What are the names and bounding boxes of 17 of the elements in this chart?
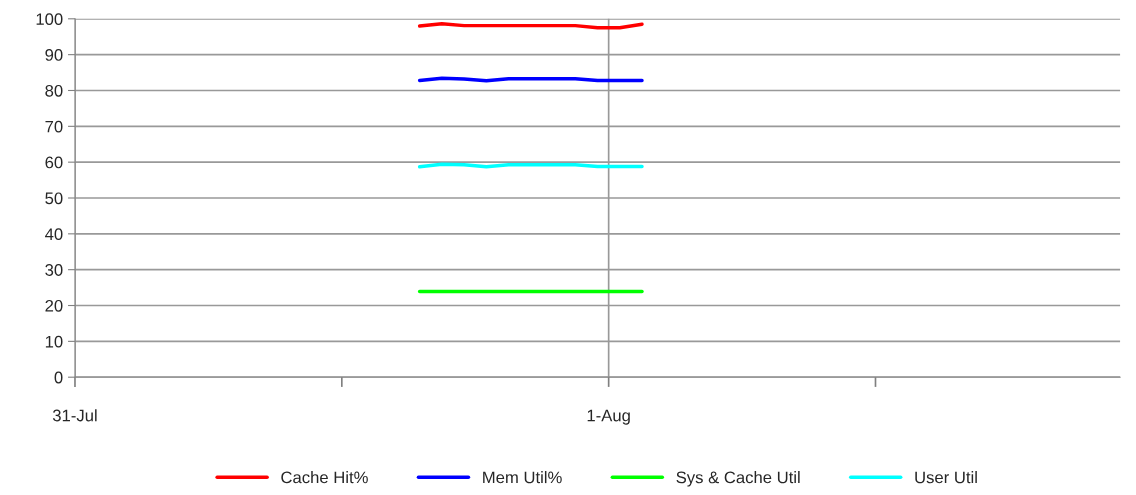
x-tick-label: 31-Jul (52, 409, 97, 422)
y-tick-label: 50 (45, 192, 63, 205)
y-tick-label: 10 (45, 335, 63, 348)
y-tick-label: 60 (45, 156, 63, 169)
y-tick-label: 80 (45, 84, 63, 97)
y-tick-label: 0 (54, 371, 63, 384)
y-tick-label: 20 (45, 299, 63, 312)
legend-label: User Util (915, 471, 977, 484)
y-tick-label: 40 (45, 228, 63, 241)
y-tick-label: 90 (45, 49, 63, 61)
y-tick-label: 30 (45, 264, 63, 276)
y-tick-label: 100 (36, 13, 63, 26)
y-tick-label: 70 (45, 120, 63, 133)
legend-label: Mem Util% (483, 471, 562, 484)
x-tick-label: 1-Aug (587, 409, 630, 425)
legend-label: Sys & Cache Util (676, 471, 800, 487)
legend-label: Cache Hit% (281, 471, 368, 484)
